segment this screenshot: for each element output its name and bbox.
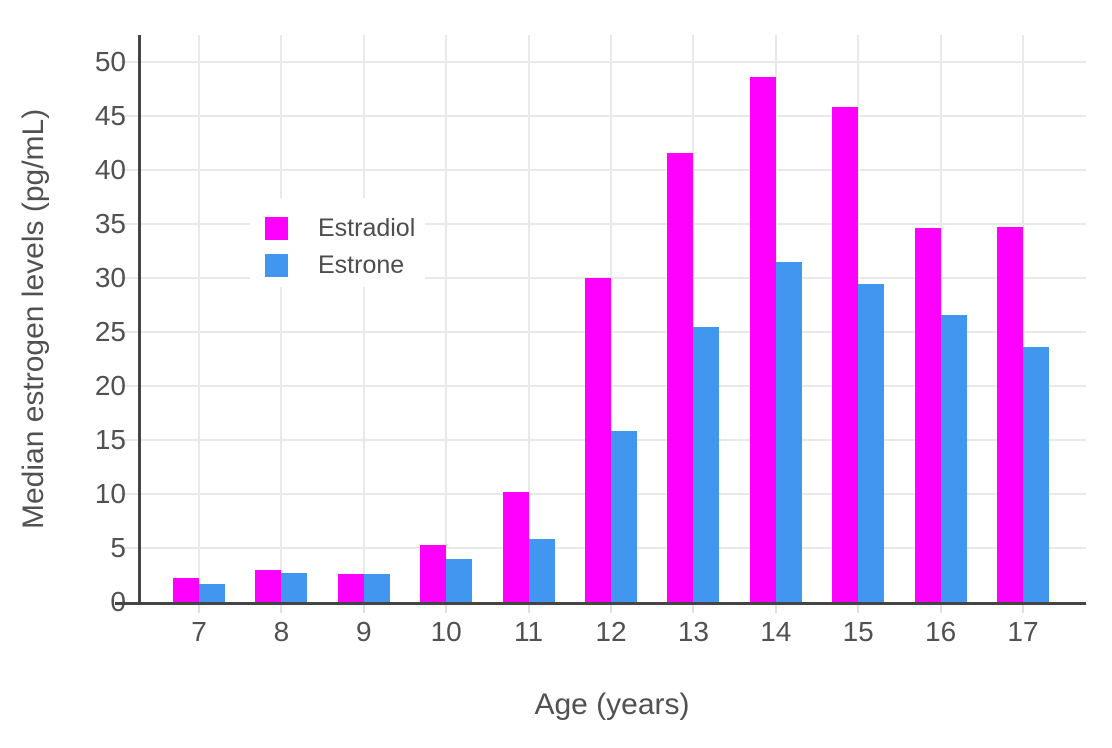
y-tick-label: 5 [110,532,126,563]
x-tick-label: 14 [760,616,792,647]
bar-estrone-age-8[interactable] [281,572,308,602]
x-tick-label: 12 [595,616,627,647]
y-tick [121,169,138,171]
legend-label-estrone: Estrone [318,251,405,279]
x-axis-line [115,602,1086,605]
bar-estradiol-age-16[interactable] [914,228,941,602]
bar-estradiol-age-8[interactable] [255,569,282,602]
y-gridline [138,277,1086,279]
y-gridline [138,331,1086,333]
legend-item-estrone[interactable]: Estrone [250,247,425,284]
bar-estradiol-age-17[interactable] [997,227,1023,602]
y-tick [121,61,138,63]
y-tick-label: 0 [36,585,126,619]
y-tick [121,439,138,441]
y-tick-label: 30 [94,262,126,293]
bar-estradiol-age-10[interactable] [420,544,447,602]
x-tick-label: 17 [1007,616,1039,647]
y-tick [121,277,138,279]
bar-estrone-age-7[interactable] [199,583,225,602]
x-gridline [362,35,365,602]
bar-estrone-age-13[interactable] [693,326,720,602]
y-gridline [138,115,1086,117]
x-gridline [610,35,612,602]
y-tick-label: 10 [94,478,126,509]
bar-estrone-age-14[interactable] [775,261,802,602]
x-tick [857,605,860,613]
y-tick [121,385,138,387]
x-tick [198,605,200,613]
x-tick-label: 15 [842,616,874,647]
bar-estradiol-age-11[interactable] [502,491,529,602]
bar-estradiol-age-12[interactable] [585,278,611,602]
y-tick-label: 35 [94,208,126,239]
legend: Estradiol Estrone [250,198,425,287]
legend-swatch-estrone [265,254,288,277]
y-tick-label: 15 [94,424,126,455]
y-tick-label: 50 [94,46,126,77]
x-tick [280,605,283,613]
x-tick [445,605,448,613]
y-gridline [138,385,1086,387]
y-tick [121,223,138,225]
bar-estradiol-age-9[interactable] [337,573,364,602]
x-gridline [445,35,448,602]
y-tick [121,331,138,333]
y-tick-label: 40 [94,154,126,185]
bar-estrone-age-11[interactable] [528,539,555,602]
x-gridline [692,35,695,602]
x-tick [362,605,365,613]
x-gridline [1022,35,1024,602]
bar-estrone-age-15[interactable] [858,284,885,602]
legend-label-estradiol: Estradiol [318,214,416,242]
x-tick-label: 16 [925,616,957,647]
x-tick [939,605,942,613]
x-axis-title: Age (years) [534,688,690,721]
bar-estrone-age-12[interactable] [611,431,637,602]
y-tick-label: 20 [94,370,126,401]
bar-estradiol-age-13[interactable] [667,152,694,602]
plot-area: 051015202530354045507891011121314151617 … [95,35,1086,647]
y-tick-label: 25 [94,316,126,347]
y-tick [121,493,138,495]
y-tick [121,547,138,549]
x-tick [1022,605,1024,613]
x-gridline [527,35,530,602]
bar-estrone-age-17[interactable] [1023,347,1049,602]
y-gridline [138,223,1086,225]
bar-estradiol-age-14[interactable] [749,77,776,602]
bar-estrone-age-10[interactable] [446,558,473,602]
y-gridline [138,169,1086,171]
y-tick [121,115,138,117]
x-tick-label: 7 [191,616,207,647]
x-gridline [280,35,283,602]
x-tick-label: 13 [677,616,709,647]
x-tick-label: 11 [514,616,544,647]
bar-estradiol-age-7[interactable] [173,578,199,602]
x-tick [692,605,695,613]
x-tick-label: 8 [273,616,290,647]
legend-swatch-estradiol [265,217,288,240]
bar-estrone-age-9[interactable] [363,573,390,602]
y-axis-line [138,35,141,605]
x-tick [774,605,777,613]
x-tick [610,605,612,613]
x-tick-label: 10 [430,616,462,647]
y-gridline [138,61,1086,63]
x-tick-label: 9 [356,616,372,647]
legend-item-estradiol[interactable]: Estradiol [250,210,425,247]
bar-estrone-age-16[interactable] [940,314,967,602]
x-tick [527,605,530,613]
y-tick-label: 45 [94,100,126,131]
bar-estradiol-age-15[interactable] [832,107,859,602]
x-gridline [198,35,200,602]
